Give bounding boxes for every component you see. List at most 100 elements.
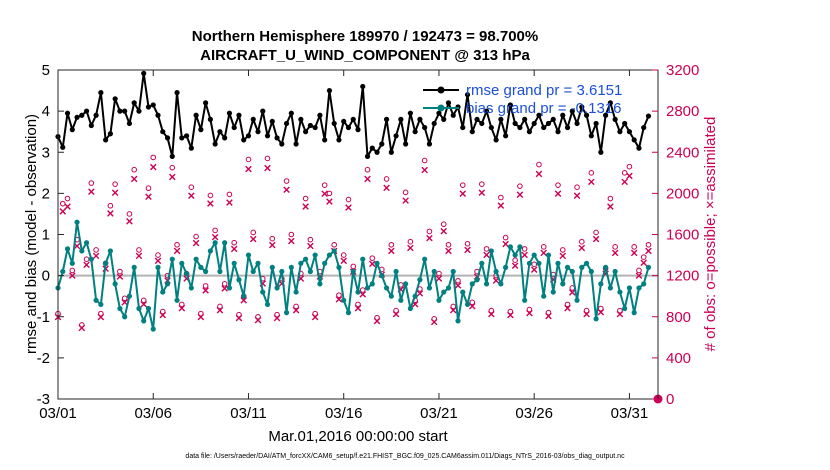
rmse-point (622, 120, 628, 127)
obs-possible-point (626, 163, 633, 170)
rmse-point (183, 133, 190, 139)
bias-point (98, 301, 104, 308)
bias-point (541, 293, 547, 299)
obs-assimilated-point (192, 239, 200, 247)
obs-possible-point (207, 192, 214, 199)
obs-assimilated-point (92, 252, 100, 260)
rmse-point (326, 87, 333, 94)
bias-point (564, 264, 571, 270)
rmse-point (60, 144, 66, 150)
obs-assimilated-point (140, 300, 148, 308)
obs-assimilated-point (540, 249, 548, 257)
y-tick-label: 2 (42, 185, 50, 202)
rmse-point (98, 90, 104, 96)
rmse-point (331, 120, 337, 127)
obs-assimilated-point (264, 164, 271, 172)
rmse-point (150, 102, 156, 108)
obs-assimilated-point (173, 247, 181, 255)
bias-series (55, 219, 652, 332)
rmse-point (245, 133, 252, 139)
bias-point (164, 281, 171, 287)
obs-possible-point (255, 313, 261, 320)
obs-possible-point (112, 181, 118, 187)
obs-possible-point (293, 303, 299, 310)
rmse-point (564, 124, 571, 131)
y-tick-label: 0 (42, 268, 50, 285)
bias-point (203, 268, 209, 275)
obs-assimilated-point (321, 190, 328, 197)
obs-assimilated-point (392, 310, 400, 318)
bias-point (407, 305, 413, 312)
obs-assimilated-point (373, 317, 381, 325)
rmse-point (112, 96, 118, 102)
bias-point (136, 305, 142, 312)
obs-possible-point (359, 287, 366, 293)
obs-possible-point (583, 307, 590, 314)
obs-assimilated-point (202, 287, 209, 294)
bias-point (636, 285, 642, 291)
rmse-point (364, 153, 371, 159)
obs-assimilated-point (359, 291, 367, 298)
obs-possible-point (640, 254, 647, 260)
legend-rmse-label: rmse grand pr = 3.6151 (466, 82, 622, 99)
rmse-point (169, 153, 175, 159)
bias-point (83, 240, 90, 246)
bias-point (293, 289, 299, 295)
obs-possible-point (588, 170, 595, 176)
x-tick-label: 03/01 (39, 405, 77, 422)
rmse-point (598, 149, 604, 155)
rmse-point (107, 131, 113, 137)
rmse-point (69, 127, 75, 133)
data-file-footnote: data file: /Users/raeder/DAI/ATM_forcXX/… (185, 453, 625, 460)
rmse-point (517, 124, 523, 131)
y-tick-label: -2 (37, 350, 50, 367)
bias-point (117, 305, 123, 312)
obs-possible-point (459, 182, 466, 188)
rmse-point (88, 122, 94, 129)
obs-possible-point (355, 301, 361, 308)
obs-possible-point (264, 155, 271, 162)
rmse-point (488, 124, 494, 131)
obs-assimilated-point (416, 290, 424, 297)
bias-point (531, 252, 537, 258)
obs-possible-point (198, 310, 204, 317)
obs-assimilated-point (345, 204, 352, 211)
rmse-point (388, 149, 394, 155)
bias-point (426, 285, 433, 291)
obs-possible-point (326, 190, 333, 197)
obs-assimilated-point (621, 178, 628, 186)
bias-point (412, 293, 418, 299)
bias-point (331, 248, 337, 254)
rmse-point (450, 112, 456, 118)
y2-tick-label: 1200 (666, 268, 699, 285)
obs-assimilated-point (168, 173, 176, 181)
bias-point (155, 264, 161, 270)
obs-assimilated-point (311, 313, 319, 321)
bias-point (183, 270, 190, 277)
obs-assimilated-point (216, 306, 224, 314)
bias-point (645, 264, 652, 270)
obs-assimilated-point (497, 202, 505, 209)
obs-possible-point (483, 246, 490, 252)
obs-possible-point (593, 229, 599, 236)
bias-point (231, 260, 237, 266)
obs-assimilated-point (135, 252, 143, 260)
obs-assimilated-point (159, 311, 167, 319)
rmse-point (607, 100, 613, 106)
obs-assimilated-point (530, 266, 538, 273)
rmse-point (288, 110, 294, 116)
obs-count-series (54, 154, 663, 404)
y-tick-label: 5 (42, 62, 50, 79)
obs-assimilated-point (454, 282, 462, 289)
obs-possible-point (559, 247, 566, 253)
obs-possible-point (117, 268, 123, 275)
rmse-point (355, 127, 361, 133)
rmse-point (322, 137, 328, 143)
bias-point (393, 268, 399, 275)
bias-point (336, 264, 342, 270)
obs-assimilated-point (388, 247, 395, 255)
bias-point (441, 289, 447, 295)
obs-possible-point (131, 166, 137, 173)
bias-point (617, 289, 623, 295)
obs-assimilated-point (507, 311, 514, 319)
